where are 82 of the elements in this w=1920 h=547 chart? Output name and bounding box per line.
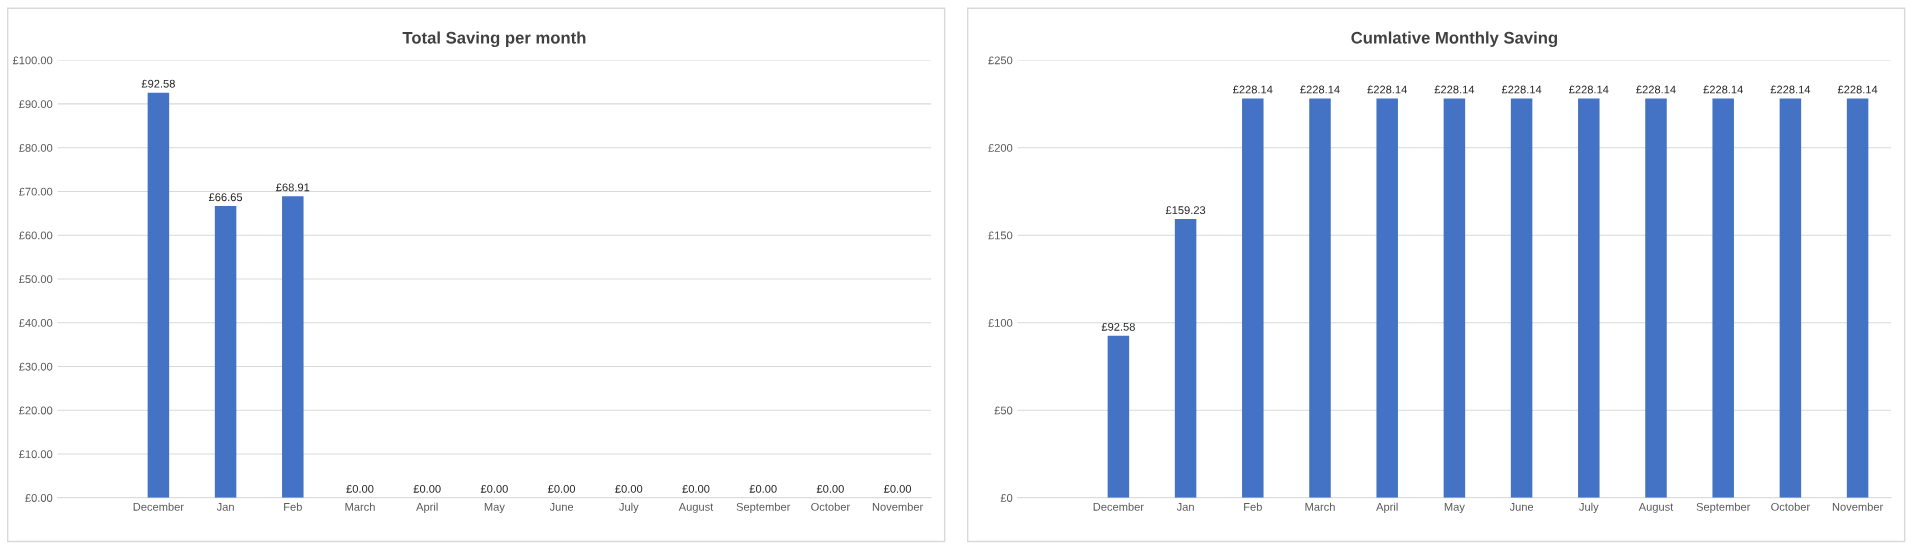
bar — [282, 196, 304, 498]
bar — [1242, 98, 1264, 498]
data-label: £92.58 — [1101, 322, 1135, 331]
y-tick-label: £0 — [1000, 494, 1013, 502]
x-tick-label: Jan — [216, 503, 234, 511]
data-label: £0.00 — [548, 484, 576, 493]
x-tick-label: August — [1638, 503, 1674, 513]
data-label: £0.00 — [615, 484, 643, 493]
y-tick-label: £40.00 — [19, 319, 53, 327]
data-label: £228.14 — [1703, 85, 1743, 94]
x-tick-label: May — [1444, 503, 1465, 513]
x-tick-label: March — [345, 502, 375, 511]
y-tick-label: £10.00 — [19, 450, 53, 459]
data-label: £228.14 — [1233, 85, 1273, 94]
x-tick-label: October — [811, 502, 850, 511]
x-tick-label: Feb — [1244, 502, 1262, 511]
data-label: £0.00 — [413, 484, 441, 493]
y-tick-label: £20.00 — [19, 406, 53, 415]
x-tick-label: July — [619, 502, 639, 513]
data-label: £0.00 — [480, 484, 508, 493]
data-label: £0.00 — [884, 484, 912, 493]
data-label: £92.58 — [141, 79, 175, 88]
x-tick-label: May — [484, 503, 505, 513]
y-tick-label: £60.00 — [19, 231, 53, 240]
x-tick-label: March — [1305, 502, 1335, 511]
y-tick-label: £80.00 — [19, 143, 53, 152]
x-tick-label: August — [678, 503, 714, 513]
y-tick-label: £50.00 — [19, 275, 53, 284]
x-tick-label: Jan — [1176, 503, 1194, 511]
y-tick-label: £250 — [988, 56, 1013, 65]
y-tick-label: £0.00 — [25, 494, 53, 502]
bar — [1309, 98, 1331, 498]
x-tick-label: December — [1093, 502, 1144, 511]
y-tick-label: £100.00 — [12, 56, 53, 65]
data-label: £66.65 — [208, 193, 243, 202]
data-label: £228.14 — [1837, 85, 1878, 94]
bar — [1645, 98, 1667, 498]
data-label: £0.00 — [749, 484, 777, 493]
bar — [147, 92, 170, 498]
data-label: £228.14 — [1367, 85, 1407, 94]
chart-title: Total Saving per month — [402, 31, 586, 48]
y-tick-label: £30.00 — [19, 362, 53, 371]
data-label: £159.23 — [1165, 206, 1206, 215]
x-tick-label: September — [1696, 502, 1751, 513]
bar — [1712, 98, 1734, 498]
data-label: £228.14 — [1770, 85, 1811, 94]
x-tick-label: September — [736, 502, 791, 513]
bar — [1779, 98, 1802, 498]
y-tick-label: £200 — [988, 143, 1013, 152]
data-label: £228.14 — [1501, 85, 1542, 94]
bar — [1510, 98, 1533, 498]
y-tick-label: £150 — [988, 231, 1013, 240]
x-tick-label: October — [1771, 502, 1810, 511]
x-tick-label: July — [1579, 502, 1599, 513]
data-label: £228.14 — [1569, 85, 1609, 94]
bar — [1174, 219, 1197, 498]
data-label: £228.14 — [1300, 85, 1340, 94]
bar — [1376, 98, 1398, 498]
bar — [1578, 98, 1600, 498]
data-label: £0.00 — [682, 484, 710, 493]
bar — [214, 206, 237, 498]
y-tick-label: £90.00 — [19, 100, 53, 109]
x-tick-label: April — [416, 502, 438, 513]
data-label: £68.91 — [276, 183, 310, 192]
data-label: £0.00 — [816, 484, 844, 493]
data-label: £228.14 — [1434, 85, 1475, 94]
y-tick-label: £100 — [988, 319, 1013, 327]
x-tick-label: June — [549, 503, 574, 511]
x-tick-label: December — [133, 502, 184, 511]
y-tick-label: £50 — [994, 406, 1013, 415]
y-tick-label: £70.00 — [19, 187, 53, 196]
x-tick-label: Feb — [284, 502, 302, 511]
x-tick-label: November — [872, 502, 924, 511]
x-tick-label: November — [1832, 502, 1884, 511]
x-tick-label: April — [1376, 502, 1398, 513]
bar — [1443, 98, 1466, 498]
data-label: £0.00 — [346, 484, 374, 493]
chart-title: Cumlative Monthly Saving — [1351, 31, 1558, 48]
data-label: £228.14 — [1636, 85, 1676, 94]
x-tick-label: June — [1509, 503, 1534, 511]
bar — [1107, 335, 1130, 498]
bar — [1846, 98, 1869, 498]
